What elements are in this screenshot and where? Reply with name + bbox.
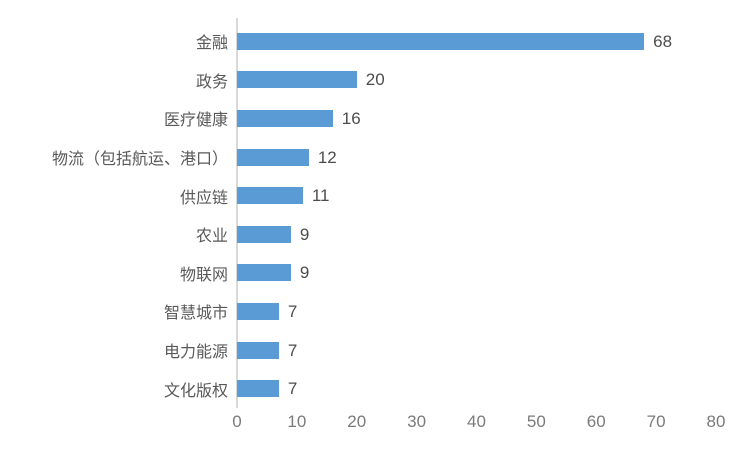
value-label: 9: [299, 224, 310, 244]
bar-row: 20: [237, 61, 716, 100]
x-axis-tick-label: 80: [706, 412, 726, 431]
bar-row: 11: [237, 176, 716, 215]
category-label: 智慧城市: [163, 305, 228, 323]
category-label: 政务: [195, 73, 228, 91]
value-label: 11: [311, 186, 330, 206]
category-label: 电力能源: [163, 344, 228, 362]
bar-row: 9: [237, 215, 716, 254]
x-axis-ticks: 0 10 20 30 40 50 60 70 80: [232, 412, 725, 436]
x-axis-tick-label: 60: [586, 412, 606, 431]
value-label: 20: [365, 70, 385, 90]
category-label: 文化版权: [163, 382, 228, 400]
category-label: 农业: [195, 228, 228, 246]
bar-row: 7: [237, 292, 716, 331]
category-axis-line: [236, 18, 238, 408]
x-axis-tick-label: 40: [467, 412, 486, 431]
value-label: 7: [287, 301, 298, 321]
bar: [237, 109, 333, 127]
bar: [237, 341, 279, 359]
bar-row: 12: [237, 138, 716, 177]
value-label: 16: [341, 108, 361, 128]
x-axis-tick-label: 20: [347, 412, 367, 431]
bar-row: 7: [237, 331, 716, 370]
x-axis-tick-label: 10: [287, 412, 307, 431]
category-label: 物联网: [179, 266, 228, 284]
category-label: 金融: [195, 35, 228, 53]
x-axis-tick-label: 50: [526, 412, 546, 431]
plot-area: 68 20 16 12 11 9 9 7 7 7: [237, 22, 716, 408]
value-label: 7: [287, 340, 298, 360]
bar-row: 7: [237, 369, 716, 408]
value-label: 68: [653, 31, 673, 51]
category-label: 物流（包括航运、港口）: [51, 151, 228, 169]
bar: [237, 148, 309, 166]
category-labels-column: 金融政务医疗健康物流（包括航运、港口） 供应链农业物联网智慧城市电力能源文化版权: [0, 22, 228, 408]
bar: [237, 302, 279, 320]
bar-rows: 68 20 16 12 11 9 9 7 7 7: [237, 22, 716, 408]
category-label: 医疗健康: [163, 112, 228, 130]
bar-row: 9: [237, 254, 716, 293]
bar-row: 16: [237, 99, 716, 138]
bar: [237, 225, 291, 243]
value-label: 7: [287, 379, 298, 399]
bar: [237, 32, 645, 50]
x-axis-tick-label: 0: [232, 412, 242, 431]
category-label: 供应链: [179, 189, 228, 207]
bar-row: 68: [237, 22, 716, 61]
bar: [237, 187, 303, 205]
bar: [237, 380, 279, 398]
value-label: 9: [299, 263, 310, 283]
x-axis-tick-label: 70: [646, 412, 666, 431]
bar: [237, 264, 291, 282]
x-axis-tick-label: 30: [407, 412, 427, 431]
value-label: 12: [317, 147, 337, 167]
bar: [237, 71, 357, 89]
